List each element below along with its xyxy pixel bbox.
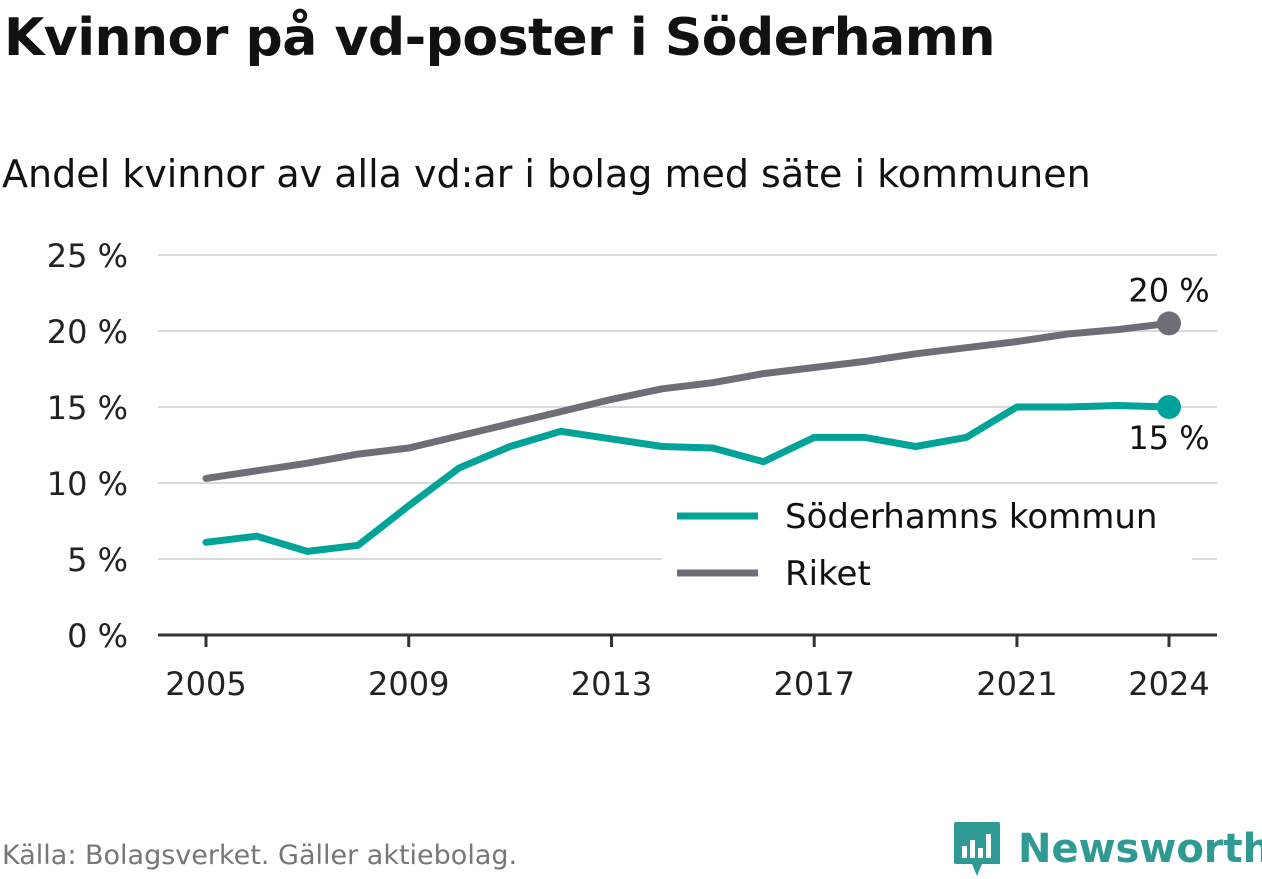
series-end-point (1157, 311, 1181, 336)
x-tick-label: 2021 (976, 665, 1057, 703)
legend-box (662, 484, 1192, 608)
series-end-point (1157, 395, 1181, 419)
series-lines: 15 % 20 % (202, 271, 1210, 555)
y-tick-label: 25 % (47, 237, 128, 275)
y-axis-tick-labels: 0 % 5 % 10 % 15 % 20 % 25 % (47, 237, 128, 655)
legend-label: Riket (785, 554, 871, 594)
x-tick-label: 2024 (1128, 665, 1209, 703)
x-tick-label: 2013 (571, 665, 652, 703)
newsworthy-logo-icon (954, 822, 1000, 876)
x-tick-label: 2009 (368, 665, 449, 703)
chart-title: Kvinnor på vd-poster i Söderhamn (4, 8, 995, 68)
legend: Söderhamns kommun Riket (662, 484, 1192, 608)
series-line (202, 319, 1173, 482)
series-end-label: 20 % (1128, 271, 1209, 309)
y-tick-label: 5 % (67, 541, 128, 579)
y-tick-label: 10 % (47, 465, 128, 503)
y-tick-label: 15 % (47, 389, 128, 427)
x-tick-label: 2005 (165, 665, 246, 703)
y-tick-label: 20 % (47, 313, 128, 351)
y-tick-label: 0 % (67, 617, 128, 655)
series-line (202, 402, 1173, 555)
brand-logo: Newsworthy (952, 820, 1262, 878)
series-end-label: 15 % (1128, 419, 1209, 457)
brand-name: Newsworthy (1018, 826, 1262, 872)
chart-subtitle: Andel kvinnor av alla vd:ar i bolag med … (2, 152, 1091, 196)
source-note: Källa: Bolagsverket. Gäller aktiebolag. (2, 840, 518, 871)
x-tick-label: 2017 (773, 665, 854, 703)
legend-label: Söderhamns kommun (785, 497, 1157, 537)
x-axis: 2005 2009 2013 2017 2021 2024 (158, 633, 1217, 703)
